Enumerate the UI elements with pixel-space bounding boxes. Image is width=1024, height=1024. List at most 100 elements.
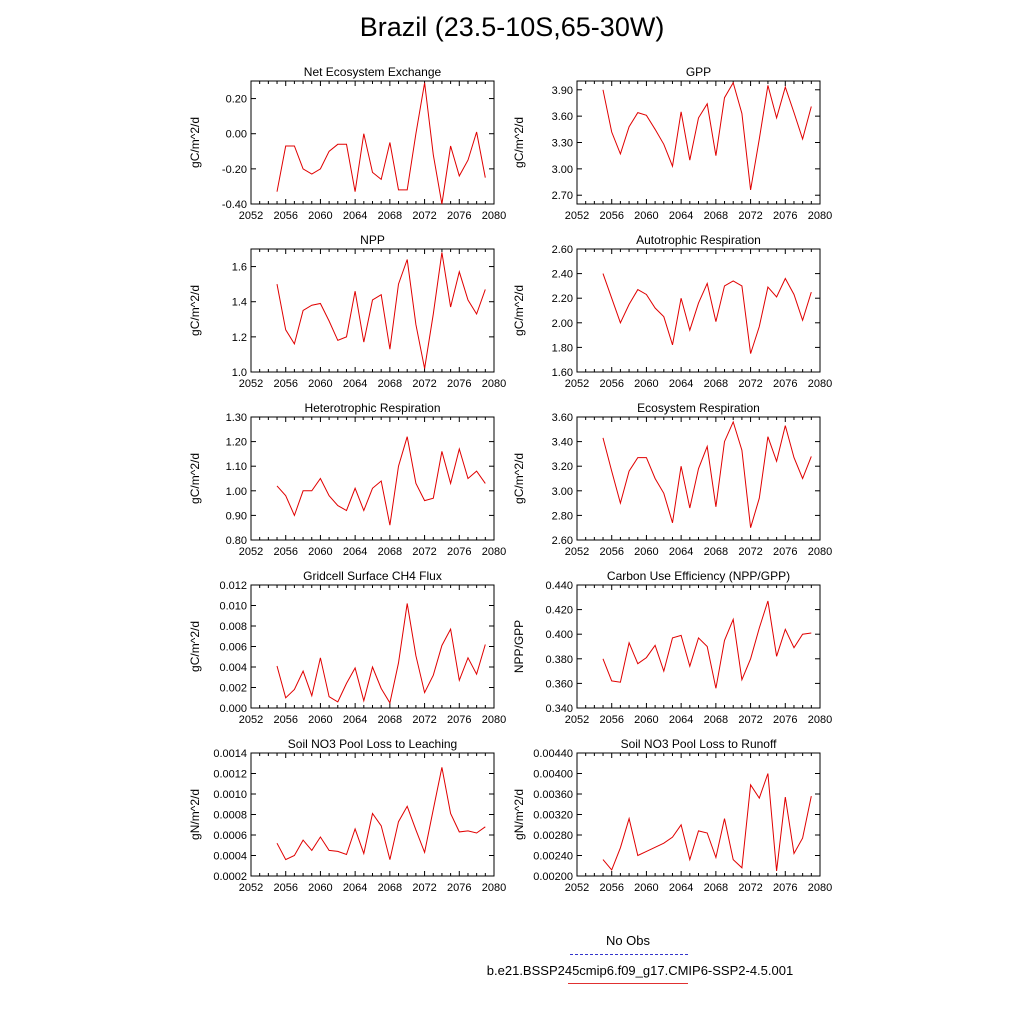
x-tick-label: 2064: [343, 546, 367, 558]
y-tick-label: 1.60: [552, 367, 573, 379]
plot-frame: [576, 80, 821, 205]
series-line: [276, 603, 486, 705]
x-tick-label: 2076: [447, 882, 471, 894]
x-tick-label: 2052: [565, 546, 589, 558]
x-tick-label: 2052: [239, 210, 263, 222]
y-tick-label: 3.20: [552, 461, 573, 473]
series-line: [276, 252, 486, 369]
y-tick-label: 0.00400: [533, 769, 573, 781]
y-tick-label: 0.420: [545, 605, 573, 617]
y-tick-label: 0.0006: [213, 830, 247, 842]
x-tick-label: 2068: [704, 378, 728, 390]
y-tick-label: 0.00360: [533, 789, 573, 801]
y-tick-label: 0.000: [219, 703, 247, 715]
y-tick-label: 0.0010: [213, 789, 247, 801]
x-tick-label: 2080: [808, 546, 832, 558]
x-tick-label: 2060: [634, 378, 658, 390]
x-tick-label: 2068: [378, 378, 402, 390]
x-tick-label: 2068: [704, 882, 728, 894]
y-tick-label: 0.400: [545, 629, 573, 641]
legend-model-label: b.e21.BSSP245cmip6.f09_g17.CMIP6-SSP2-4.…: [486, 963, 794, 978]
x-tick-label: 2056: [599, 210, 623, 222]
x-tick-label: 2064: [343, 378, 367, 390]
legend-obs-line: [570, 954, 688, 955]
x-tick-label: 2060: [308, 546, 332, 558]
x-tick-label: 2056: [273, 882, 297, 894]
y-tick-label: 3.60: [552, 412, 573, 424]
x-tick-label: 2064: [669, 378, 693, 390]
panel-title: Carbon Use Efficiency (NPP/GPP): [607, 569, 790, 583]
x-tick-label: 2072: [738, 546, 762, 558]
x-tick-label: 2064: [343, 714, 367, 726]
x-tick-label: 2072: [412, 378, 436, 390]
x-tick-label: 2072: [738, 714, 762, 726]
panel-title: Net Ecosystem Exchange: [304, 65, 442, 79]
x-tick-label: 2052: [239, 714, 263, 726]
y-tick-label: 1.00: [226, 486, 247, 498]
y-axis-label: gC/m^2/d: [188, 285, 202, 336]
x-tick-label: 2064: [669, 714, 693, 726]
x-tick-label: 2064: [669, 882, 693, 894]
series-line: [602, 420, 812, 528]
panel-title: Heterotrophic Respiration: [304, 401, 440, 415]
x-tick-label: 2072: [738, 378, 762, 390]
chart-panel: Autotrophic Respiration gC/m^2/d 1.60 1.80 2…: [512, 233, 832, 390]
y-tick-label: 0.380: [545, 654, 573, 666]
y-axis-label: gC/m^2/d: [512, 453, 526, 504]
x-tick-label: 2068: [378, 714, 402, 726]
series-line: [602, 600, 812, 689]
x-tick-label: 2076: [773, 546, 797, 558]
y-tick-label: 1.0: [232, 367, 247, 379]
x-tick-label: 2052: [239, 546, 263, 558]
y-tick-label: 3.00: [552, 486, 573, 498]
y-tick-label: -0.20: [222, 164, 247, 176]
plot-frame: [250, 416, 495, 541]
panel-title: Soil NO3 Pool Loss to Leaching: [288, 737, 457, 751]
y-tick-label: 1.20: [226, 437, 247, 449]
x-tick-label: 2060: [634, 546, 658, 558]
x-tick-label: 2080: [482, 210, 506, 222]
y-tick-label: 0.010: [219, 601, 247, 613]
y-tick-label: 0.0004: [213, 851, 247, 863]
x-tick-label: 2068: [378, 546, 402, 558]
panel-title: Ecosystem Respiration: [637, 401, 760, 415]
y-tick-label: 2.20: [552, 293, 573, 305]
x-tick-label: 2076: [773, 210, 797, 222]
y-tick-label: 2.60: [552, 244, 573, 256]
y-tick-label: 2.70: [552, 190, 573, 202]
x-tick-label: 2072: [412, 882, 436, 894]
chart-panel: Soil NO3 Pool Loss to Runoff gN/m^2/d 0.00…: [512, 737, 832, 894]
y-tick-label: 0.440: [545, 580, 573, 592]
x-tick-label: 2076: [773, 378, 797, 390]
x-tick-label: 2052: [565, 714, 589, 726]
x-tick-label: 2072: [412, 714, 436, 726]
legend-obs-label: No Obs: [605, 933, 651, 948]
y-tick-label: 0.0002: [213, 871, 247, 883]
y-tick-label: 0.20: [226, 94, 247, 106]
y-tick-label: 0.002: [219, 683, 247, 695]
x-tick-label: 2068: [378, 882, 402, 894]
y-tick-label: 3.40: [552, 437, 573, 449]
plot-frame: [250, 584, 495, 709]
x-tick-label: 2076: [773, 714, 797, 726]
chart-panel: Ecosystem Respiration gC/m^2/d 2.60 2.80 3.0…: [512, 401, 832, 558]
x-tick-label: 2068: [704, 714, 728, 726]
y-axis-label: gC/m^2/d: [188, 117, 202, 168]
x-tick-label: 2068: [704, 210, 728, 222]
y-tick-label: 0.00280: [533, 830, 573, 842]
y-tick-label: 2.60: [552, 535, 573, 547]
panel-title: Gridcell Surface CH4 Flux: [303, 569, 442, 583]
panel-title: GPP: [686, 65, 711, 79]
y-tick-label: 1.2: [232, 332, 247, 344]
y-tick-label: 0.80: [226, 535, 247, 547]
x-tick-label: 2064: [343, 882, 367, 894]
x-tick-label: 2080: [482, 378, 506, 390]
x-tick-label: 2052: [239, 882, 263, 894]
x-tick-label: 2064: [669, 210, 693, 222]
y-tick-label: 0.00200: [533, 871, 573, 883]
y-tick-label: 3.90: [552, 85, 573, 97]
y-tick-label: 3.30: [552, 138, 573, 150]
y-axis-label: gC/m^2/d: [188, 453, 202, 504]
x-tick-label: 2052: [565, 378, 589, 390]
